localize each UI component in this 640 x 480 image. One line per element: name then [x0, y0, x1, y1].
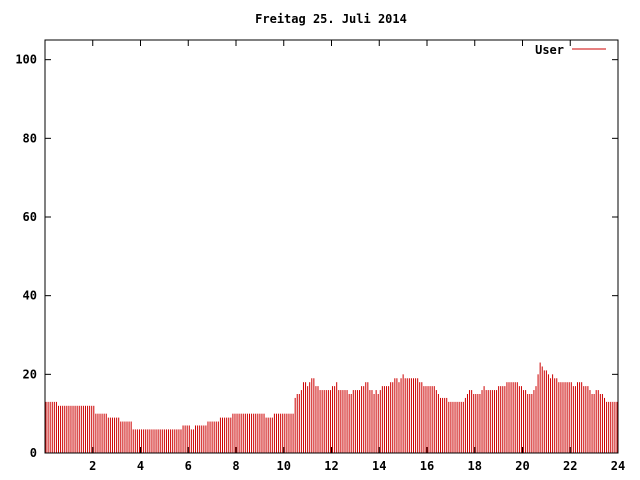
y-tick-label: 40 — [23, 289, 37, 303]
x-tick-label: 10 — [277, 459, 291, 473]
x-tick-label: 22 — [563, 459, 577, 473]
chart-title: Freitag 25. Juli 2014 — [255, 12, 407, 26]
y-tick-label: 60 — [23, 210, 37, 224]
x-tick-label: 4 — [137, 459, 144, 473]
x-tick-label: 20 — [515, 459, 529, 473]
x-tick-label: 24 — [611, 459, 625, 473]
x-tick-label: 6 — [185, 459, 192, 473]
x-tick-label: 2 — [89, 459, 96, 473]
legend: User — [535, 43, 606, 57]
x-tick-label: 16 — [420, 459, 434, 473]
x-tick-label: 14 — [372, 459, 386, 473]
plot-frame — [44, 39, 619, 454]
y-tick-label: 0 — [30, 446, 37, 460]
y-tick-label: 80 — [23, 131, 37, 145]
x-tick-label: 8 — [232, 459, 239, 473]
y-tick-label: 20 — [23, 367, 37, 381]
y-tick-label: 100 — [15, 53, 37, 67]
bars-group — [45, 362, 618, 453]
legend-label: User — [535, 43, 564, 57]
x-tick-label: 18 — [468, 459, 482, 473]
x-tick-label: 12 — [324, 459, 338, 473]
